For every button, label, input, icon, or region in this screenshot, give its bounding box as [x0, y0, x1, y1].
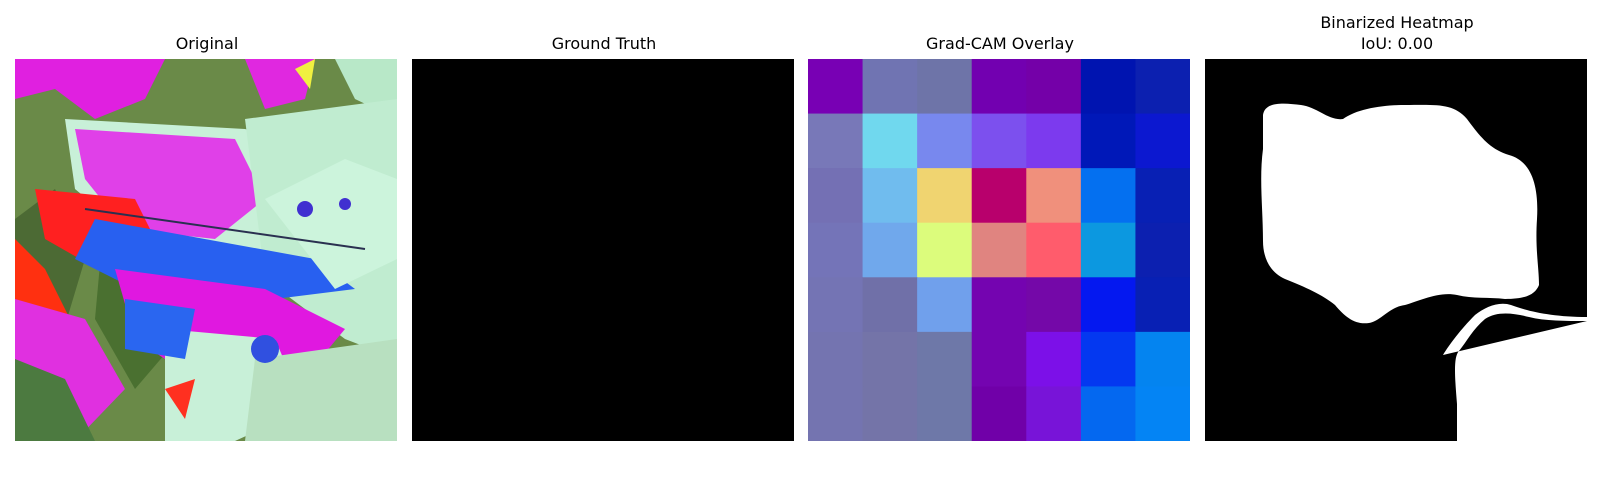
panel-original: Original: [15, 0, 399, 500]
heatmap-cell: [1026, 168, 1082, 224]
heatmap-cell: [1135, 331, 1190, 387]
heatmap-cell: [808, 168, 864, 224]
heatmap-cell: [862, 331, 918, 387]
heatmap-cell: [862, 168, 918, 224]
panel-title: Original: [175, 34, 239, 53]
heatmap-cell: [808, 222, 864, 278]
heatmap-cell: [1080, 386, 1136, 441]
heatmap-cell: [862, 277, 918, 333]
heatmap-cell: [1135, 222, 1190, 278]
panel-title: Grad-CAM Overlay: [926, 34, 1074, 53]
panel-ground-truth: Ground Truth: [412, 0, 796, 500]
heatmap-cell: [1080, 222, 1136, 278]
heatmap-cell: [971, 59, 1027, 115]
heatmap-cell: [917, 277, 973, 333]
panel-binarized: Binarized Heatmap IoU: 0.00: [1205, 0, 1589, 500]
heatmap-cell: [971, 277, 1027, 333]
heatmap-cell: [1026, 113, 1082, 169]
binarized-mask: [1205, 59, 1587, 441]
heatmap-cell: [971, 386, 1027, 441]
heatmap-cell: [1080, 331, 1136, 387]
heatmap-cell: [808, 113, 864, 169]
heatmap-cell: [917, 59, 973, 115]
heatmap-cell: [1135, 386, 1190, 441]
heatmap-cell: [1135, 59, 1190, 115]
heatmap-cell: [862, 386, 918, 441]
heatmap-cell: [1080, 59, 1136, 115]
heatmap-cell: [808, 331, 864, 387]
heatmap-cell: [971, 331, 1027, 387]
heatmap-cell: [971, 113, 1027, 169]
ground-truth-mask: [412, 59, 794, 441]
white-shape: [1261, 103, 1539, 324]
heatmap-cell: [862, 222, 918, 278]
panel-title: Ground Truth: [551, 34, 657, 53]
heatmap-cell: [971, 222, 1027, 278]
heatmap-cell: [1135, 113, 1190, 169]
heatmap-cell: [917, 386, 973, 441]
panel-title: Binarized Heatmap: [1320, 13, 1474, 32]
heatmap-cell: [1135, 277, 1190, 333]
heatmap-cell: [917, 222, 973, 278]
heatmap-cell: [1135, 168, 1190, 224]
original-image: [15, 59, 397, 441]
heatmap-cell: [1026, 331, 1082, 387]
heatmap-cell: [1080, 113, 1136, 169]
heatmap-cell: [1080, 277, 1136, 333]
heatmap-cell: [808, 277, 864, 333]
heatmap-cell: [862, 113, 918, 169]
heatmap-cell: [862, 59, 918, 115]
iou-label: IoU: 0.00: [1360, 34, 1434, 53]
heatmap-cell: [1026, 59, 1082, 115]
gradcam-heatmap: [808, 59, 1190, 441]
heatmap-cell: [1026, 222, 1082, 278]
heatmap-cell: [808, 386, 864, 441]
heatmap-cell: [1080, 168, 1136, 224]
panel-gradcam: Grad-CAM Overlay: [808, 0, 1192, 500]
heatmap-cell: [917, 168, 973, 224]
heatmap-cell: [1026, 386, 1082, 441]
heatmap-cell: [917, 113, 973, 169]
heatmap-cell: [1026, 277, 1082, 333]
heatmap-cell: [808, 59, 864, 115]
heatmap-cell: [917, 331, 973, 387]
heatmap-cell: [971, 168, 1027, 224]
